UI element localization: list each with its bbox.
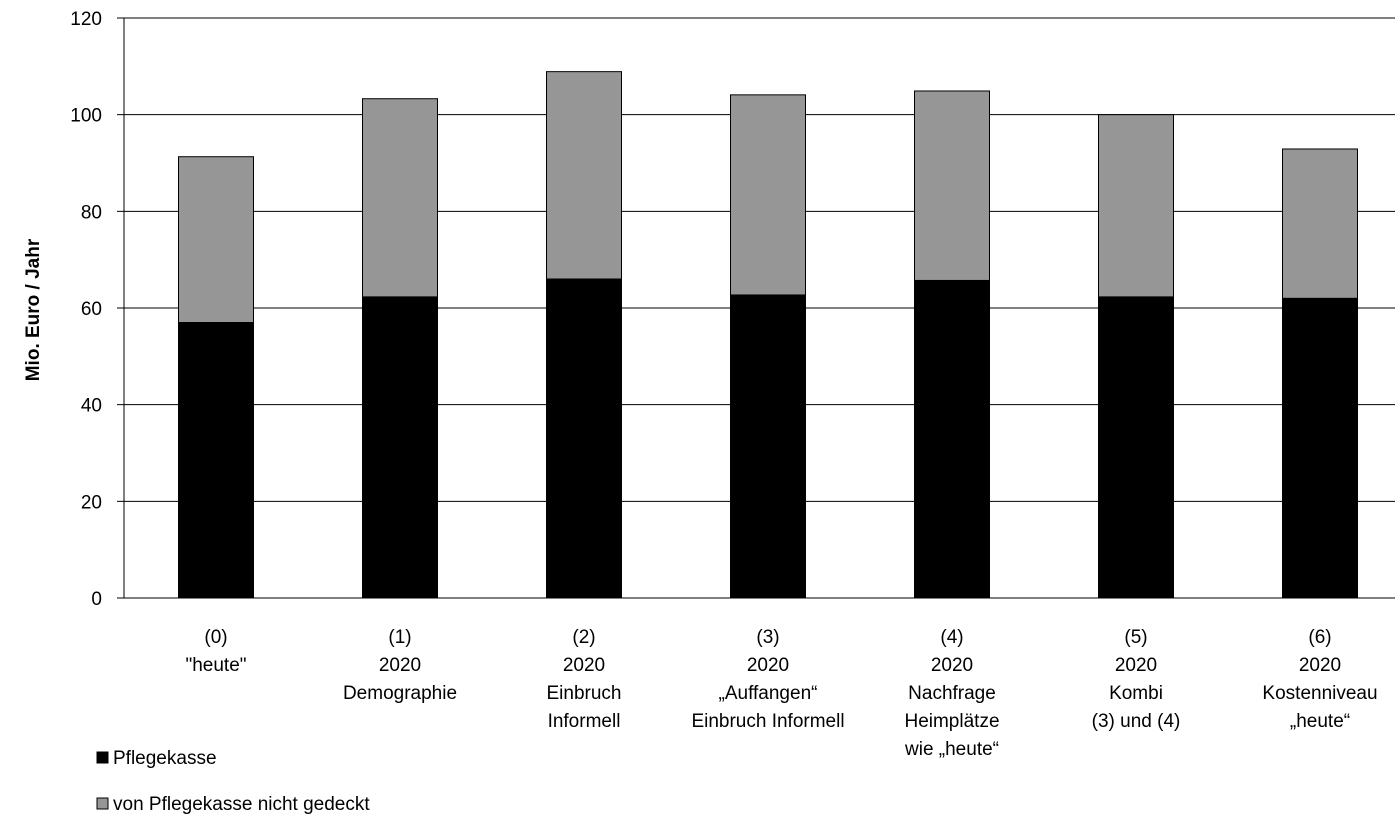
category-label: (0) "heute" xyxy=(185,627,246,676)
y-tick-label: 80 xyxy=(81,202,102,223)
bar-nicht-gedeckt-5 xyxy=(1098,114,1174,298)
category-label-line: (1) xyxy=(388,627,411,648)
bar-pflegekasse-3 xyxy=(730,294,806,599)
category-label-line: 2020 xyxy=(747,655,789,676)
y-tick-label: 0 xyxy=(91,589,102,610)
legend: Pflegekasse von Pflegekasse nicht gedeckt xyxy=(96,748,370,815)
y-tick-label: 20 xyxy=(81,492,102,513)
category-label-line: (2) xyxy=(572,627,595,648)
category-label: (5) 2020 Kombi (3) und (4) xyxy=(1092,627,1181,732)
category-label-line: "heute" xyxy=(185,655,246,676)
category-label-line: Einbruch xyxy=(547,683,622,704)
y-tick-label: 60 xyxy=(81,299,102,320)
y-tick-label: 40 xyxy=(81,396,102,417)
bar-nicht-gedeckt-2 xyxy=(546,71,622,280)
category-label: (3) 2020 „Auffangen“ Einbruch Informell xyxy=(691,627,844,732)
bar-nicht-gedeckt-3 xyxy=(730,94,806,296)
category-labels: (0) "heute" (1) 2020 Demographie (2) 2020 Einbr… xyxy=(185,627,1377,760)
category-label-line: Kombi xyxy=(1109,683,1163,704)
y-tick-label: 100 xyxy=(70,106,102,127)
category-label: (6) 2020 Kostenniveau „heute“ xyxy=(1262,627,1377,732)
category-label-line: Demographie xyxy=(343,683,457,704)
bar-pflegekasse-4 xyxy=(914,279,990,599)
bar-pflegekasse-1 xyxy=(362,296,438,599)
legend-label: von Pflegekasse nicht gedeckt xyxy=(113,794,370,815)
category-label-line: Heimplätze xyxy=(904,711,999,732)
category-label-line: Einbruch Informell xyxy=(691,711,844,732)
category-label-line: (4) xyxy=(940,627,963,648)
category-label-line: „heute“ xyxy=(1290,711,1350,732)
category-label-line: 2020 xyxy=(379,655,421,676)
legend-swatch xyxy=(96,797,109,810)
category-label-line: 2020 xyxy=(1115,655,1157,676)
axes xyxy=(117,17,1395,599)
bar-pflegekasse-5 xyxy=(1098,296,1174,599)
category-label-line: Nachfrage xyxy=(908,683,996,704)
bar-nicht-gedeckt-4 xyxy=(914,90,990,281)
y-axis-label: Mio. Euro / Jahr xyxy=(23,238,44,381)
category-label-line: wie „heute“ xyxy=(904,739,999,760)
category-label: (2) 2020 Einbruch Informell xyxy=(547,627,622,732)
category-label-line: 2020 xyxy=(563,655,605,676)
category-label-line: 2020 xyxy=(931,655,973,676)
bar-nicht-gedeckt-1 xyxy=(362,98,438,298)
bar-nicht-gedeckt-6 xyxy=(1282,148,1358,299)
bar-nicht-gedeckt-0 xyxy=(178,156,254,323)
category-label: (4) 2020 Nachfrage Heimplätze wie „heute“ xyxy=(904,627,1000,760)
bar-pflegekasse-6 xyxy=(1282,297,1358,599)
category-label-line: (6) xyxy=(1308,627,1331,648)
bar-pflegekasse-2 xyxy=(546,278,622,599)
y-tick-label: 120 xyxy=(70,9,102,30)
category-label-line: „Auffangen“ xyxy=(719,683,818,704)
category-label-line: Informell xyxy=(548,711,621,732)
category-label-line: (0) xyxy=(204,627,227,648)
category-label-line: (5) xyxy=(1124,627,1147,648)
bars xyxy=(178,71,1358,599)
category-label: (1) 2020 Demographie xyxy=(343,627,457,704)
bar-pflegekasse-0 xyxy=(178,322,254,599)
category-label-line: Kostenniveau xyxy=(1262,683,1377,704)
category-label-line: (3) und (4) xyxy=(1092,711,1181,732)
category-label-line: 2020 xyxy=(1299,655,1341,676)
category-label-line: (3) xyxy=(756,627,779,648)
y-tick-labels: 0 20 40 60 80 100 120 xyxy=(70,9,102,610)
legend-swatch xyxy=(96,751,109,764)
legend-label: Pflegekasse xyxy=(113,748,217,769)
